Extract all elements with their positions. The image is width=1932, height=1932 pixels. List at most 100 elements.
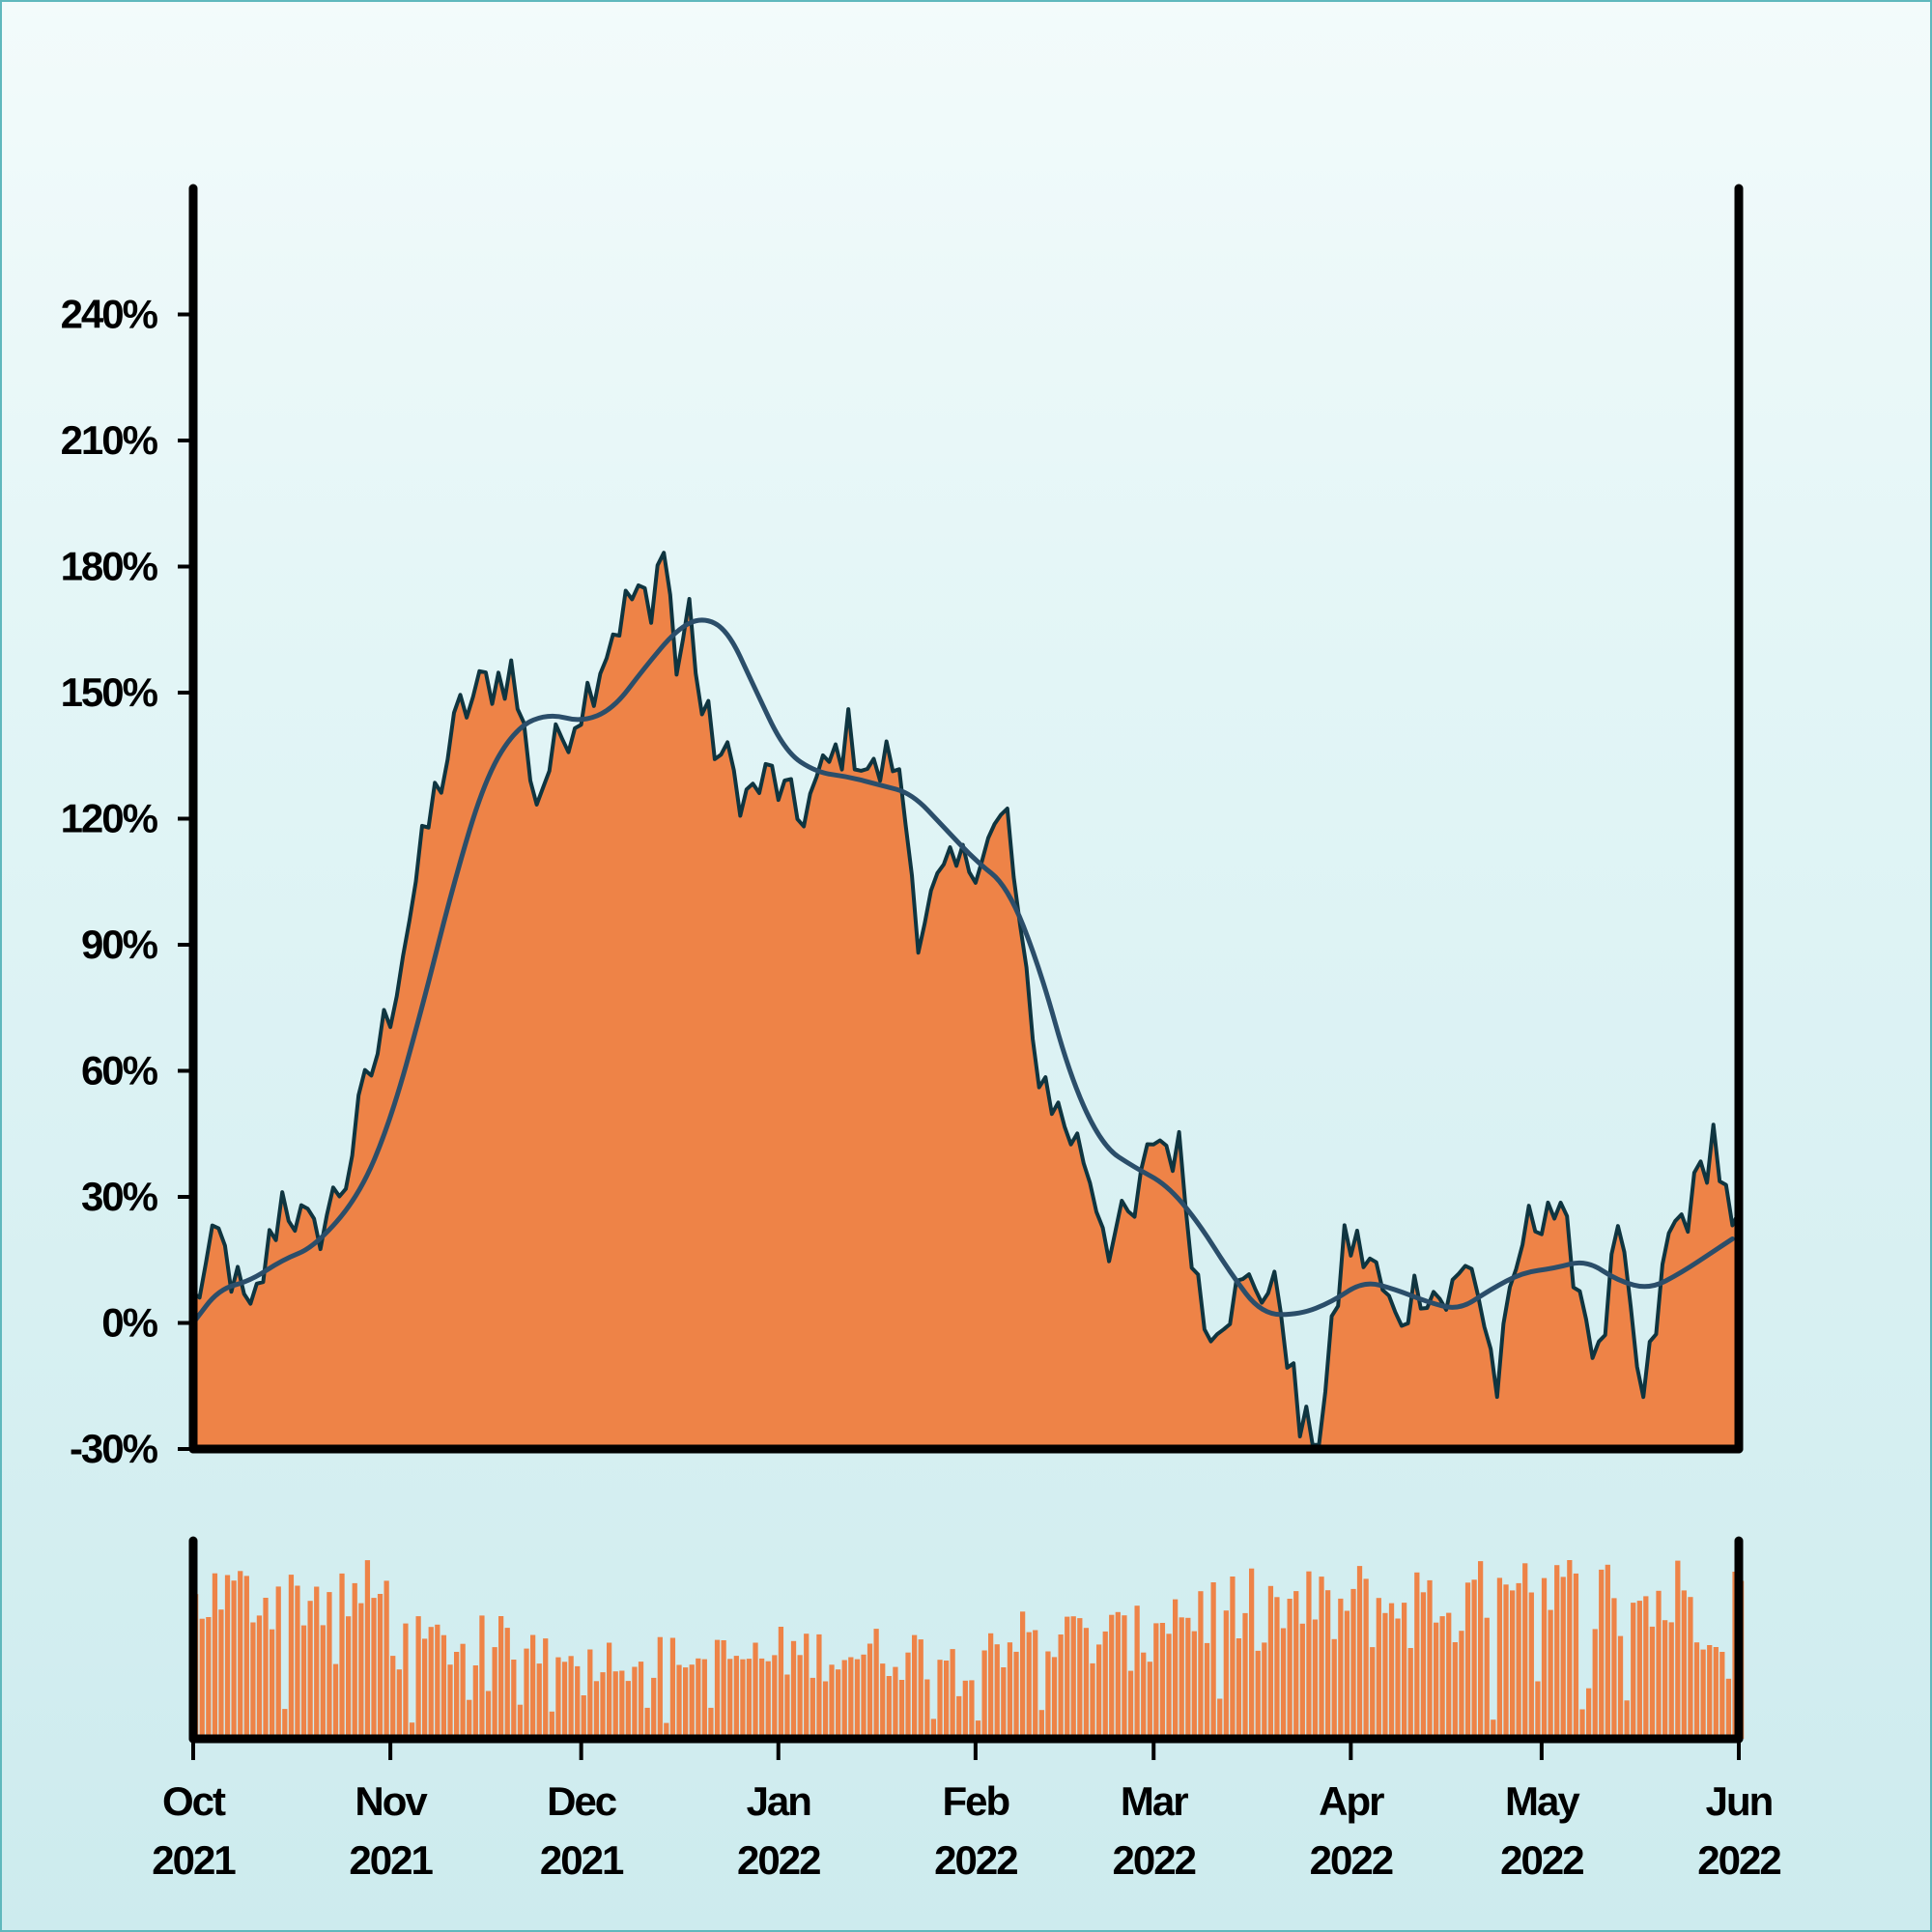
volume-bar xyxy=(829,1664,835,1739)
volume-bar xyxy=(1631,1603,1636,1739)
volume-bar xyxy=(1554,1565,1560,1739)
volume-bar xyxy=(1058,1634,1064,1739)
volume-bar xyxy=(1287,1599,1293,1739)
volume-bar xyxy=(460,1643,466,1739)
volume-bar xyxy=(1338,1598,1344,1739)
volume-bar xyxy=(1599,1569,1605,1739)
volume-bar xyxy=(346,1616,352,1739)
volume-bar xyxy=(1446,1612,1452,1739)
volume-bar xyxy=(1522,1563,1528,1739)
x-tick-year: 2021 xyxy=(349,1837,433,1883)
volume-bar xyxy=(930,1719,937,1739)
y-tick-label: 210% xyxy=(61,417,158,463)
volume-bar xyxy=(1236,1638,1242,1739)
volume-bar xyxy=(575,1665,581,1739)
volume-bar xyxy=(1656,1590,1662,1739)
volume-bar xyxy=(880,1663,886,1739)
y-tick-label: 30% xyxy=(81,1174,158,1219)
volume-bar xyxy=(300,1625,307,1739)
y-axis: -30% 0% 30% 60% 90% 120% 150% 180% 210% 240% xyxy=(61,292,193,1471)
volume-bar xyxy=(638,1662,644,1739)
volume-bar xyxy=(1356,1566,1363,1739)
volume-bar xyxy=(676,1664,682,1739)
volume-bar xyxy=(1427,1579,1433,1739)
volume-bar xyxy=(632,1666,638,1739)
volume-bar xyxy=(669,1637,676,1739)
volume-bar xyxy=(1083,1628,1090,1739)
volume-bar xyxy=(224,1575,231,1739)
volume-bar xyxy=(810,1677,815,1739)
volume-bar xyxy=(371,1598,377,1739)
volume-bar xyxy=(1267,1585,1274,1739)
volume-bar xyxy=(517,1704,524,1739)
volume-bar xyxy=(1567,1560,1573,1739)
volume-bar xyxy=(1459,1631,1464,1739)
volume-bar xyxy=(1141,1652,1147,1739)
volume-bar xyxy=(1560,1577,1566,1739)
x-tick-year: 2021 xyxy=(152,1837,236,1883)
volume-bar xyxy=(1325,1590,1331,1739)
volume-bar xyxy=(600,1672,606,1739)
volume-bar xyxy=(409,1722,415,1739)
volume-bar xyxy=(1045,1651,1051,1739)
volume-bar xyxy=(1166,1634,1172,1739)
volume-bar xyxy=(797,1655,803,1739)
volume-bar xyxy=(1713,1647,1719,1739)
x-tick-month: Oct xyxy=(162,1778,226,1824)
x-tick-year: 2022 xyxy=(1113,1837,1196,1883)
x-tick-month: Dec xyxy=(547,1778,617,1824)
volume-bar xyxy=(467,1699,472,1739)
volume-bar xyxy=(1541,1577,1548,1739)
volume-bar xyxy=(873,1629,879,1739)
volume-bar xyxy=(975,1720,981,1739)
volume-bar xyxy=(1217,1698,1223,1739)
volume-bars xyxy=(193,1560,1745,1739)
volume-bar xyxy=(1102,1631,1108,1739)
volume-bar xyxy=(1719,1652,1725,1739)
volume-bar xyxy=(701,1659,707,1739)
volume-bar xyxy=(1204,1642,1210,1739)
volume-bar xyxy=(1573,1573,1579,1739)
volume-bar xyxy=(1439,1616,1445,1739)
y-tick-label: 150% xyxy=(61,669,158,715)
volume-bar xyxy=(1548,1609,1553,1739)
volume-bar xyxy=(1077,1618,1083,1739)
volume-bar xyxy=(1636,1601,1642,1739)
volume-bar xyxy=(1388,1603,1395,1739)
volume-bar xyxy=(1503,1584,1509,1739)
volume-bar xyxy=(765,1661,771,1739)
volume-bar xyxy=(784,1674,790,1739)
volume-bar xyxy=(327,1592,332,1739)
volume-bar xyxy=(447,1664,453,1739)
volume-bar xyxy=(1026,1632,1032,1739)
volume-bar xyxy=(1065,1616,1070,1739)
volume-bar xyxy=(848,1657,854,1739)
volume-bar xyxy=(861,1654,867,1739)
volume-bar xyxy=(746,1659,753,1739)
volume-bar xyxy=(1496,1577,1503,1739)
volume-bar xyxy=(454,1652,460,1739)
volume-bar xyxy=(270,1629,275,1739)
volume-bar xyxy=(1223,1610,1229,1739)
volume-bar xyxy=(1122,1615,1127,1739)
volume-bar xyxy=(740,1659,746,1739)
volume-bar xyxy=(332,1663,339,1739)
volume-bar xyxy=(607,1642,612,1739)
volume-bar xyxy=(199,1618,205,1739)
volume-panel-spines xyxy=(188,1536,1744,1744)
volume-bar xyxy=(918,1639,923,1739)
x-tick-month: Nov xyxy=(355,1778,428,1824)
volume-bar xyxy=(218,1609,224,1739)
volume-bar xyxy=(1649,1626,1656,1739)
volume-bar xyxy=(1109,1614,1115,1739)
volume-bar xyxy=(256,1615,263,1739)
volume-bar xyxy=(886,1676,892,1739)
volume-bar xyxy=(377,1594,384,1739)
volume-bar xyxy=(912,1634,918,1739)
volume-bar xyxy=(790,1640,797,1739)
volume-bar xyxy=(969,1680,975,1739)
volume-bar xyxy=(1344,1610,1350,1739)
volume-bar xyxy=(1478,1561,1484,1739)
